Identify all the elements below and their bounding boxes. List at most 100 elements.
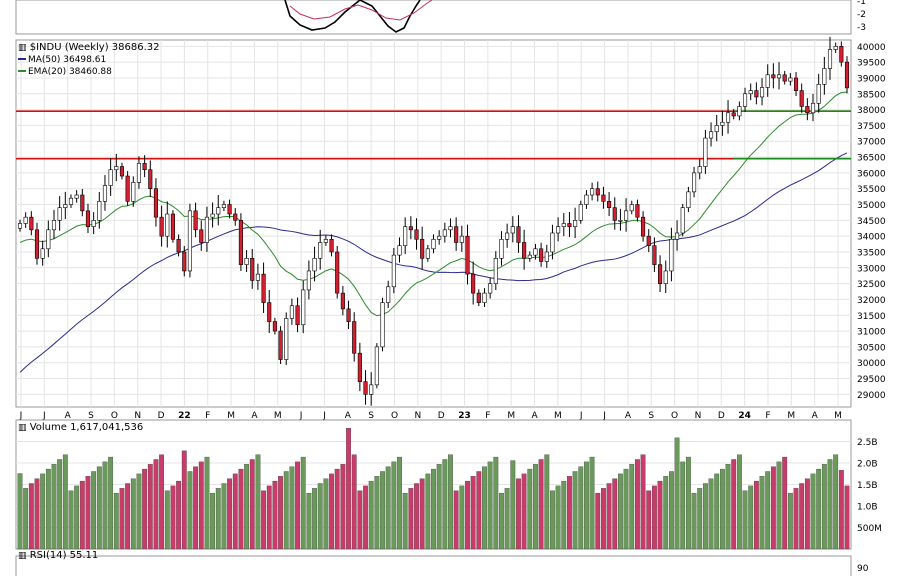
x-axis-label: J bbox=[299, 411, 303, 421]
price-axis-label: 30500 bbox=[857, 343, 886, 353]
volume-bar-up bbox=[510, 460, 516, 550]
volume-axis-label: 1.5B bbox=[857, 481, 878, 491]
candle-down bbox=[799, 90, 804, 107]
volume-bar-down bbox=[414, 483, 419, 550]
volume-bar-up bbox=[96, 466, 102, 550]
volume-bar-down bbox=[782, 456, 788, 550]
x-axis-label: F bbox=[765, 411, 770, 421]
volume-bar-up bbox=[725, 464, 731, 550]
candle-up bbox=[46, 229, 51, 250]
volume-bar-up bbox=[691, 492, 697, 550]
volume-bar-up bbox=[323, 478, 329, 550]
candle-down bbox=[238, 220, 243, 265]
symbol-label: $INDU (Weekly) 38686.32 bbox=[29, 42, 160, 53]
volume-bar-up bbox=[300, 456, 306, 550]
price-axis-label: 39000 bbox=[857, 74, 886, 84]
price-axis-label: 34000 bbox=[857, 233, 886, 243]
candle-up bbox=[448, 226, 453, 231]
candle-down bbox=[295, 305, 300, 326]
candle-down bbox=[335, 251, 340, 294]
x-axis-label: D bbox=[718, 411, 725, 421]
volume-bar-down bbox=[329, 473, 334, 550]
x-axis-label: N bbox=[134, 411, 141, 421]
volume-bar-up bbox=[685, 456, 691, 550]
volume-bar-down bbox=[652, 485, 657, 550]
volume-bar-up bbox=[51, 464, 57, 550]
volume-bar-down bbox=[176, 480, 182, 550]
volume-bar-down bbox=[346, 427, 351, 550]
volume-bar-down bbox=[470, 476, 476, 550]
volume-bar-up bbox=[62, 454, 68, 550]
volume-bar-up bbox=[487, 461, 493, 550]
top-panel-tick: -2 bbox=[857, 10, 866, 20]
volume-bar-up bbox=[578, 466, 584, 550]
volume-bar-down bbox=[119, 488, 125, 550]
volume-bar-down bbox=[85, 476, 91, 550]
volume-bar-up bbox=[748, 485, 754, 550]
candle-up bbox=[544, 251, 549, 262]
candle-up bbox=[556, 226, 561, 234]
volume-bar-up bbox=[374, 476, 380, 550]
candle-up bbox=[533, 248, 538, 256]
volume-bar-up bbox=[674, 437, 680, 550]
price-axis-label: 39500 bbox=[857, 59, 886, 69]
x-axis-label: M bbox=[787, 411, 795, 421]
candle-up bbox=[725, 112, 731, 123]
candle-down bbox=[805, 106, 810, 114]
price-axis-label: 32000 bbox=[857, 296, 886, 306]
volume-bar-up bbox=[482, 466, 487, 550]
volume-bar-up bbox=[289, 466, 295, 550]
candle-down bbox=[646, 235, 651, 246]
volume-bar-up bbox=[504, 488, 510, 550]
volume-bar-up bbox=[527, 468, 533, 550]
candle-up bbox=[165, 213, 170, 237]
candle-up bbox=[131, 182, 136, 202]
volume-bar-up bbox=[255, 454, 261, 550]
volume-bar-up bbox=[368, 480, 374, 550]
candle-up bbox=[550, 232, 555, 253]
x-axis-label: N bbox=[695, 411, 702, 421]
volume-bar-up bbox=[113, 492, 119, 550]
volume-bar-up bbox=[810, 473, 816, 550]
candle-down bbox=[652, 245, 657, 265]
volume-bar-up bbox=[493, 456, 499, 550]
volume-bar-up bbox=[306, 492, 312, 550]
ema20-label: EMA(20) 38460.88 bbox=[28, 67, 112, 77]
volume-bar-up bbox=[283, 471, 289, 550]
candle-up bbox=[788, 77, 793, 82]
candle-down bbox=[844, 61, 850, 89]
volume-bar-up bbox=[215, 488, 221, 550]
candle-down bbox=[612, 207, 617, 221]
candle-up bbox=[703, 137, 708, 167]
candle-up bbox=[40, 248, 45, 259]
volume-bar-down bbox=[147, 464, 153, 550]
volume-bar-up bbox=[40, 473, 46, 550]
volume-bar-up bbox=[759, 476, 765, 550]
candle-up bbox=[17, 223, 23, 229]
top-panel-tick: -3 bbox=[857, 23, 866, 33]
volume-bar-down bbox=[142, 468, 148, 550]
price-axis-label: 30000 bbox=[857, 359, 886, 369]
x-axis-label: A bbox=[345, 411, 352, 421]
candle-up bbox=[692, 172, 697, 193]
oscillator-line bbox=[284, 0, 421, 33]
volume-bar-up bbox=[719, 468, 725, 550]
x-axis-label: A bbox=[251, 411, 258, 421]
volume-bar-up bbox=[663, 476, 669, 550]
volume-bar-down bbox=[635, 459, 640, 550]
candle-up bbox=[697, 166, 702, 174]
candle-up bbox=[573, 220, 578, 227]
ma50-label: MA(50) 36498.61 bbox=[28, 55, 107, 65]
candle-up bbox=[386, 286, 391, 303]
candle-down bbox=[352, 321, 357, 354]
volume-bar-up bbox=[244, 464, 249, 550]
x-axis-label: A bbox=[531, 411, 538, 421]
volume-bar-down bbox=[249, 459, 255, 550]
x-axis-label: N bbox=[414, 411, 421, 421]
volume-bar-down bbox=[657, 480, 663, 550]
candle-up bbox=[663, 270, 668, 284]
volume-bar-down bbox=[159, 454, 165, 550]
candle-up bbox=[63, 204, 68, 208]
volume-bar-down bbox=[79, 480, 85, 550]
candle-down bbox=[346, 308, 351, 322]
